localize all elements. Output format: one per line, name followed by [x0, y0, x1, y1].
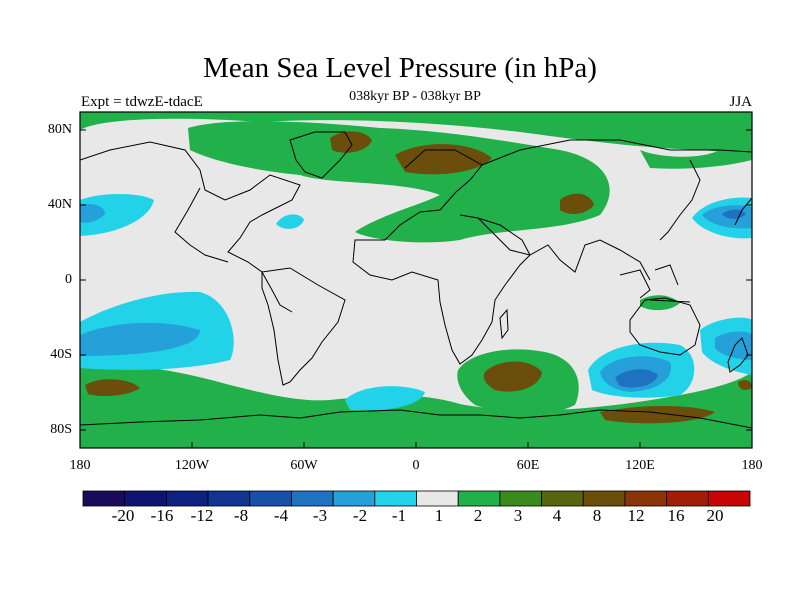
y-tick-label: 80N — [47, 122, 72, 137]
axis-ticks — [79, 129, 753, 448]
colorbar-label: 4 — [552, 506, 562, 525]
colorbar-box — [707, 490, 751, 507]
colorbar-box — [291, 490, 334, 507]
colorbar-label: -1 — [391, 506, 407, 525]
colorbar-label: -3 — [312, 506, 328, 525]
colorbar-label: 16 — [667, 506, 685, 525]
y-tick-label: 40N — [47, 197, 72, 212]
x-tick-label: 120W — [174, 458, 210, 473]
maritime-continent-coast — [619, 264, 691, 303]
arabia-india-coast — [477, 217, 651, 281]
x-tick-label: 0 — [412, 458, 420, 473]
colorbar-box — [624, 490, 668, 507]
colorbar-label: -4 — [273, 506, 289, 525]
north-america-coast — [80, 141, 301, 313]
colorbar-box — [207, 490, 251, 507]
colorbar-label: -20 — [111, 506, 135, 525]
colorbar-label: 8 — [592, 506, 602, 525]
region-north-pacific-east-core — [80, 204, 105, 223]
colorbar-label: -2 — [352, 506, 368, 525]
season-label: JJA — [729, 94, 752, 110]
colorbar-box — [374, 490, 417, 507]
colorbar-label: -12 — [190, 506, 214, 525]
x-tick-label: 60E — [516, 458, 540, 473]
subtitle: 038kyr BP - 038kyr BP — [349, 89, 481, 104]
region-arctic-core-2 — [395, 144, 492, 175]
antarctica-coast — [80, 409, 752, 429]
colorbar-label: 2 — [473, 506, 483, 525]
region-south-atlantic-core — [483, 361, 542, 392]
new-zealand-coast — [727, 337, 749, 373]
colorbar-box — [541, 490, 584, 507]
colorbar-box — [457, 490, 501, 507]
colorbar-label: 20 — [706, 506, 724, 525]
colorbar-box — [249, 490, 292, 507]
south-america-coast — [261, 267, 346, 386]
colorbar — [82, 490, 751, 507]
region-siberia — [640, 148, 752, 169]
colorbar-box — [499, 490, 542, 507]
x-tick-label: 60W — [290, 458, 318, 473]
colorbar-label: -16 — [150, 506, 174, 525]
colorbar-box — [332, 490, 376, 507]
colorbar-box — [666, 490, 709, 507]
region-southern-ocean-core-1 — [85, 379, 140, 396]
y-tick-label: 80S — [50, 422, 72, 437]
colorbar-label: 1 — [434, 506, 444, 525]
x-tick-label: 180 — [69, 458, 91, 473]
region-south-pacific-core — [80, 322, 200, 356]
colorbar-label: -8 — [233, 506, 249, 525]
region-north-atlantic — [276, 214, 304, 229]
colorbar-label: 12 — [627, 506, 645, 525]
australia-coast — [629, 297, 701, 356]
colorbar-box — [582, 490, 626, 507]
x-tick-label: 180 — [741, 458, 763, 473]
region-south-atlantic-low — [345, 386, 425, 411]
region-north-pacific-west-core — [722, 209, 746, 219]
region-arctic-eurasia — [80, 112, 752, 158]
colorbar-label: 3 — [513, 506, 523, 525]
region-southern-ocean-core-3 — [738, 380, 752, 390]
page-title: Mean Sea Level Pressure (in hPa) — [203, 52, 597, 84]
greenland-coast — [289, 131, 353, 179]
colorbar-box — [165, 490, 209, 507]
experiment-label: Expt = tdwzE-tdacE — [81, 94, 203, 110]
region-north-pacific-east — [80, 194, 154, 236]
colorbar-box — [416, 490, 459, 507]
colorbar-box — [124, 490, 167, 507]
colorbar-box — [82, 490, 126, 507]
region-southern-ocean-core-2 — [600, 406, 715, 424]
region-southern-ocean-belt — [80, 363, 752, 448]
coastlines — [80, 131, 752, 429]
madagascar-coast — [499, 308, 509, 340]
asia-coast — [481, 139, 752, 241]
region-south-indian-core — [615, 369, 658, 388]
pressure-field — [80, 112, 752, 448]
x-tick-label: 120E — [625, 458, 655, 473]
europe-africa-coast — [352, 149, 531, 365]
y-tick-label: 40S — [50, 347, 72, 362]
region-central-asia-core — [560, 193, 594, 215]
y-tick-label: 0 — [65, 272, 72, 287]
